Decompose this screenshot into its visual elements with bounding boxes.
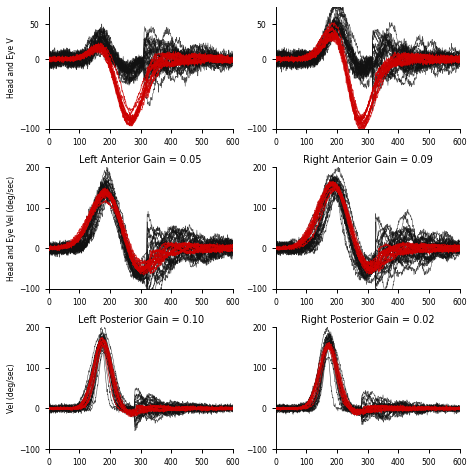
Title: Right Posterior Gain = 0.02: Right Posterior Gain = 0.02 bbox=[301, 315, 435, 325]
Title: Left Posterior Gain = 0.10: Left Posterior Gain = 0.10 bbox=[78, 315, 204, 325]
Y-axis label: Head and Eye Vel (deg/sec): Head and Eye Vel (deg/sec) bbox=[7, 175, 16, 281]
Y-axis label: Vel (deg/sec): Vel (deg/sec) bbox=[7, 364, 16, 413]
Title: Right Anterior Gain = 0.09: Right Anterior Gain = 0.09 bbox=[303, 155, 433, 165]
Title: Left Anterior Gain = 0.05: Left Anterior Gain = 0.05 bbox=[80, 155, 202, 165]
Y-axis label: Head and Eye V: Head and Eye V bbox=[7, 37, 16, 98]
